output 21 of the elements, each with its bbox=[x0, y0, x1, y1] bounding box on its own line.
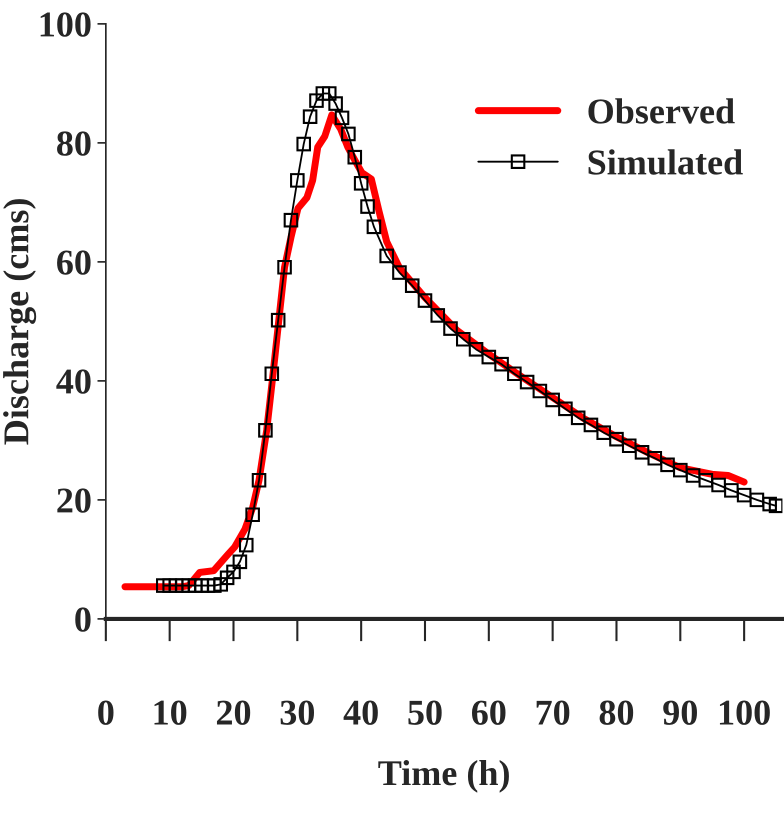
y-tick-label: 0 bbox=[75, 607, 91, 632]
x-tick-label: 100 bbox=[720, 700, 770, 725]
y-tick-label: 60 bbox=[57, 250, 91, 275]
x-tick-label: 70 bbox=[536, 700, 570, 725]
y-tick-label: 20 bbox=[57, 488, 91, 513]
x-tick-label: 90 bbox=[663, 700, 697, 725]
x-tick-label: 10 bbox=[154, 700, 186, 725]
x-tick-label: 20 bbox=[216, 700, 250, 725]
x-tick-label: 50 bbox=[408, 700, 442, 725]
y-tick-label: 100 bbox=[40, 12, 91, 37]
legend-label: Observed bbox=[588, 98, 735, 124]
x-tick-label: 0 bbox=[98, 700, 114, 725]
y-axis-title: Discharge (cms) bbox=[3, 199, 36, 445]
y-tick-label: 40 bbox=[56, 369, 91, 394]
x-tick-label: 30 bbox=[280, 700, 314, 725]
x-axis-title: Time (h) bbox=[378, 760, 509, 793]
x-tick-label: 80 bbox=[600, 700, 634, 725]
x-tick-label: 40 bbox=[344, 700, 378, 725]
legend-label: Simulated bbox=[588, 149, 743, 175]
y-tick-label: 80 bbox=[57, 131, 91, 156]
x-tick-label: 60 bbox=[472, 700, 506, 725]
